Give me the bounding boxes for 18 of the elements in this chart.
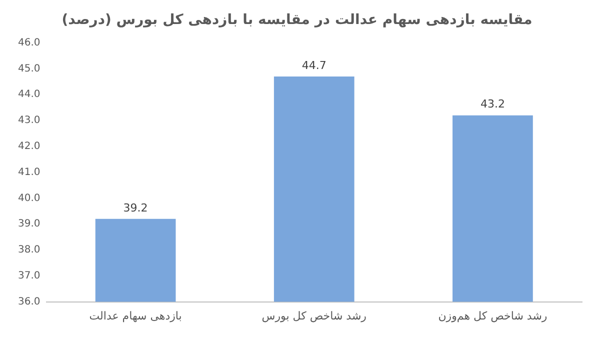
y-tick-label: 46.0 [18,37,40,48]
chart-title: مقایسه بازدهی سهام عدالت در مقایسه با بازدهی کل بورس (درصد) [62,12,532,28]
x-tick-label: رشد شاخص کل بورس [262,309,366,322]
y-tick-label: 43.0 [18,115,40,126]
y-tick-label: 41.0 [18,166,40,178]
y-tick-label: 39.0 [18,218,40,230]
y-tick-label: 36.0 [18,296,40,308]
data-label: 43.2 [480,98,505,111]
y-tick-label: 44.0 [18,89,40,100]
y-tick-label: 45.0 [18,63,40,74]
y-tick-label: 38.0 [18,244,40,256]
y-tick-label: 40.0 [18,192,40,204]
x-tick-label: بازدهی سهام عدالت [89,309,182,322]
data-label: 44.7 [302,58,326,72]
data-label: 39.2 [123,201,148,214]
y-tick-label: 42.0 [18,140,40,152]
x-tick-label: رشد شاخص کل هم‌وزن [438,309,548,322]
y-tick-label: 37.0 [18,270,40,282]
